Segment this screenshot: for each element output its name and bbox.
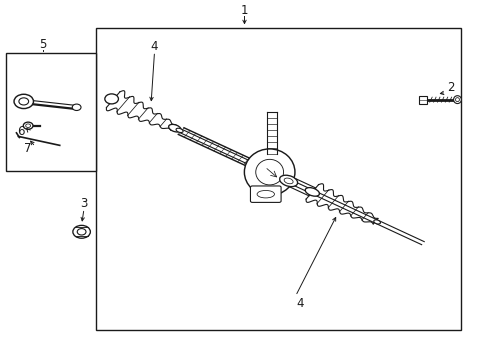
Text: 5: 5	[39, 38, 46, 51]
Text: 1: 1	[240, 4, 248, 17]
Text: 2: 2	[447, 81, 454, 94]
Circle shape	[26, 124, 30, 127]
Text: 4: 4	[150, 40, 158, 53]
Ellipse shape	[284, 178, 292, 184]
Ellipse shape	[255, 159, 283, 185]
Circle shape	[14, 94, 33, 109]
Ellipse shape	[305, 188, 319, 196]
Ellipse shape	[453, 96, 460, 104]
Circle shape	[19, 98, 29, 105]
Ellipse shape	[168, 124, 181, 132]
Bar	[96, 28, 460, 330]
FancyBboxPatch shape	[418, 96, 426, 104]
Bar	[6, 53, 96, 171]
Text: 3: 3	[80, 197, 87, 210]
Text: 6: 6	[17, 125, 24, 138]
Text: 4: 4	[296, 297, 304, 310]
Circle shape	[23, 122, 33, 129]
FancyBboxPatch shape	[250, 186, 281, 202]
Circle shape	[104, 94, 118, 104]
Ellipse shape	[455, 98, 458, 102]
Circle shape	[72, 104, 81, 111]
Ellipse shape	[176, 128, 183, 132]
Text: 7: 7	[24, 142, 32, 155]
Circle shape	[73, 225, 90, 238]
Circle shape	[77, 229, 86, 235]
Ellipse shape	[244, 149, 294, 195]
Ellipse shape	[279, 175, 297, 186]
Ellipse shape	[373, 220, 380, 224]
